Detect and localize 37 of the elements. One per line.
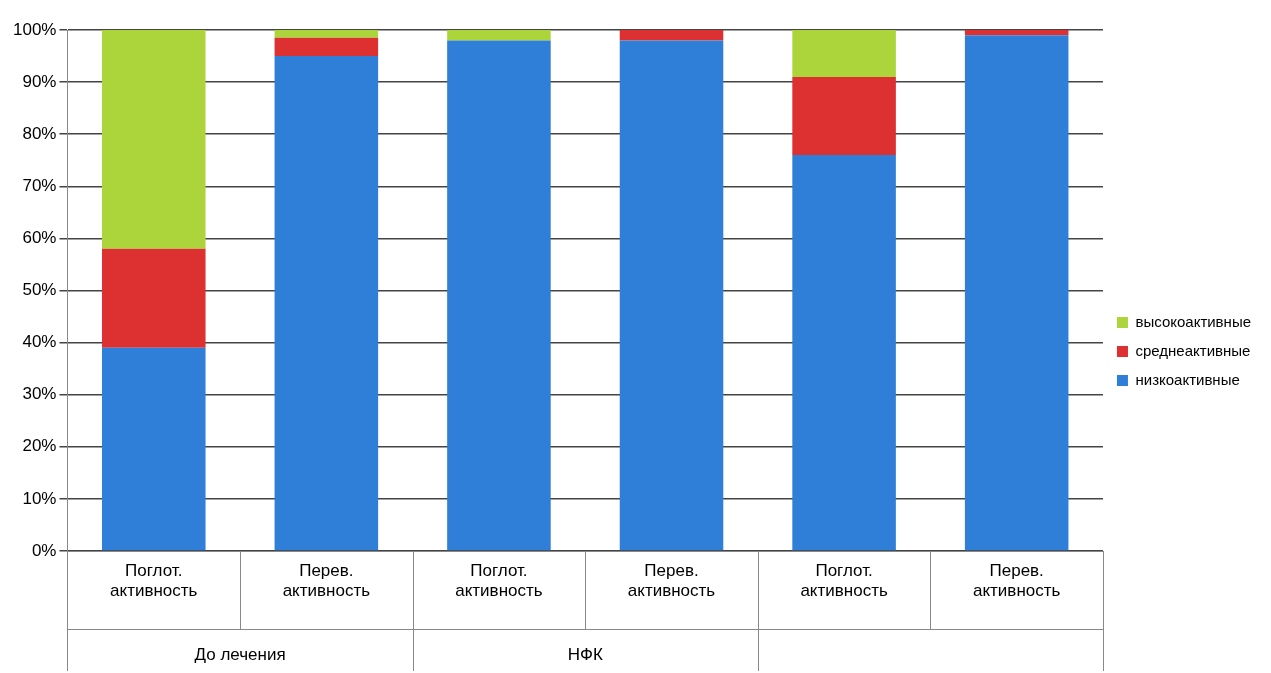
- bar: [274, 56, 379, 551]
- bar: [792, 155, 896, 551]
- bar: [619, 40, 724, 551]
- y-tick-label: 40%: [22, 332, 57, 352]
- bar: [964, 30, 1069, 36]
- y-tick-label: 60%: [22, 228, 57, 248]
- bar: [102, 30, 206, 249]
- y-tick-label: 10%: [22, 488, 57, 508]
- bar: [447, 40, 551, 551]
- bar: [274, 30, 379, 38]
- bar: [792, 76, 896, 156]
- bar: [102, 248, 206, 348]
- text: НФК: [567, 644, 603, 664]
- x-tick-label: Перев. активность: [282, 560, 371, 601]
- y-tick-label: 0%: [31, 540, 57, 560]
- legend-label: высокоактивные: [1135, 312, 1252, 330]
- bar: [792, 30, 896, 77]
- x-tick-label: Перев. активность: [627, 560, 716, 601]
- y-tick-label: 100%: [13, 19, 57, 39]
- y-tick-label: 70%: [22, 175, 57, 195]
- y-tick-label: 50%: [22, 280, 57, 300]
- y-tick-label: 30%: [22, 384, 57, 404]
- text: До лечения: [194, 644, 286, 664]
- bar: [102, 347, 206, 551]
- y-tick-label: 80%: [22, 123, 57, 143]
- bar: [964, 35, 1069, 551]
- y-tick-label: 90%: [22, 71, 57, 91]
- bar: [619, 30, 724, 41]
- legend-label: низкоактивные: [1135, 370, 1240, 388]
- bar: [274, 37, 379, 57]
- legend-label: среднеактивные: [1135, 341, 1251, 359]
- x-tick-label: Поглот. активность: [110, 560, 198, 601]
- x-tick-label: Поглот. активность: [800, 560, 888, 601]
- y-tick-label: 20%: [22, 436, 57, 456]
- x-tick-label: Поглот. активность: [455, 560, 543, 601]
- x-tick-label: Перев. активность: [972, 560, 1061, 601]
- bar: [447, 30, 551, 41]
